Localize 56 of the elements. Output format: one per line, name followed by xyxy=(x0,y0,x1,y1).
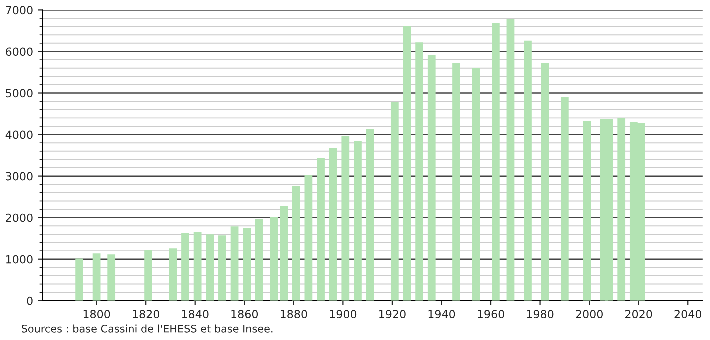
y-tick-label: 6000 xyxy=(6,48,33,56)
x-tick-label: 1900 xyxy=(330,310,357,319)
bar xyxy=(270,218,278,301)
bar xyxy=(354,141,362,301)
bar xyxy=(416,42,424,301)
x-tick-label: 1980 xyxy=(527,310,554,319)
bar xyxy=(618,118,626,301)
y-tick-label: 0 xyxy=(27,296,33,306)
bar xyxy=(108,254,116,301)
bar xyxy=(255,219,264,301)
bar xyxy=(243,228,252,301)
source-note: Sources : base Cassini de l'EHESS et base Insee. xyxy=(22,324,273,333)
x-tick-label: 1840 xyxy=(182,310,209,319)
bar xyxy=(218,236,226,301)
bar xyxy=(452,62,460,301)
x-tick-label: 2040 xyxy=(674,310,702,319)
bar xyxy=(329,148,338,301)
bar xyxy=(144,250,152,301)
y-tick-label: 5000 xyxy=(6,89,33,98)
bar xyxy=(541,62,550,301)
y-tick-label: 2000 xyxy=(6,214,33,222)
x-tick-label: 1960 xyxy=(478,310,504,319)
y-tick-label: 1000 xyxy=(6,255,33,264)
bar xyxy=(583,121,592,301)
bar xyxy=(366,129,374,301)
bar xyxy=(492,23,500,301)
x-tick-label: 1820 xyxy=(133,310,160,319)
y-tick-label: 3000 xyxy=(6,172,33,181)
y-tick-label: 7000 xyxy=(6,6,33,15)
bar xyxy=(560,97,569,301)
bar xyxy=(206,234,214,301)
bar xyxy=(92,254,101,301)
bar xyxy=(280,206,288,301)
bar xyxy=(317,158,325,301)
x-tick-label: 1800 xyxy=(84,310,110,319)
bar xyxy=(342,136,350,301)
x-tick-label: 1880 xyxy=(280,310,308,319)
x-tick-label: 1940 xyxy=(428,310,456,319)
bar xyxy=(506,19,515,301)
x-tick-label: 2000 xyxy=(576,310,603,319)
bar xyxy=(304,175,313,301)
bar xyxy=(76,258,84,301)
x-tick-label: 1920 xyxy=(380,310,406,319)
bar xyxy=(472,68,480,301)
y-tick-label: 4000 xyxy=(6,130,33,140)
bar xyxy=(169,248,178,301)
bar xyxy=(230,226,239,301)
bar xyxy=(194,232,202,301)
x-tick-label: 2020 xyxy=(626,310,652,319)
bar xyxy=(524,40,532,301)
bar xyxy=(390,102,399,301)
bar xyxy=(292,186,300,301)
bar xyxy=(403,26,412,301)
bar xyxy=(182,233,190,301)
bar xyxy=(428,55,436,301)
x-tick-label: 1860 xyxy=(232,310,258,319)
